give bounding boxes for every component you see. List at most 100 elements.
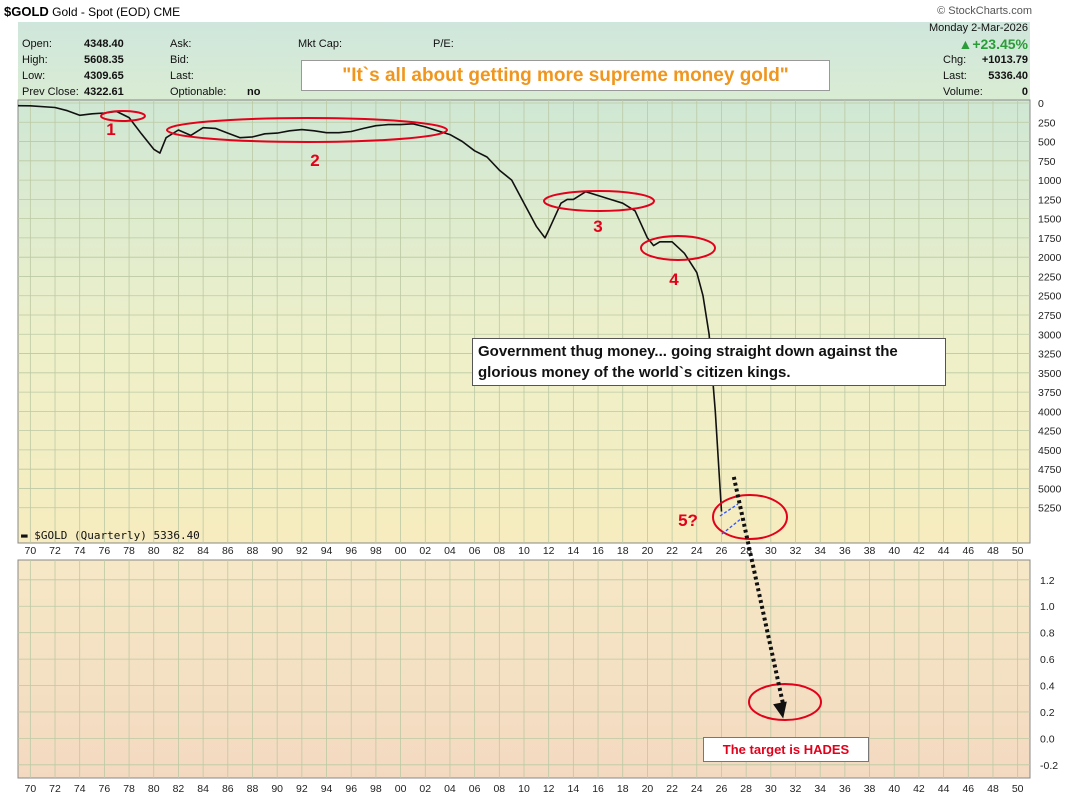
x-tick-label: 34 [814,545,826,557]
chg-label: Chg: [943,54,967,66]
x-tick-label: 78 [123,783,135,795]
x-tick-label: 28 [740,783,752,795]
high-label: High: [22,54,48,66]
x-tick-label: 36 [839,783,851,795]
quote-banner: "It`s all about getting more supreme mon… [301,60,830,91]
y-tick-label: 750 [1038,156,1056,168]
x-tick-label: 18 [617,545,629,557]
x-tick-label: 98 [370,783,382,795]
bid-label: Bid: [170,54,189,66]
x-tick-label: 82 [173,783,185,795]
last-label: Last: [943,70,967,82]
x-tick-label: 84 [197,783,209,795]
y-tick-label: 0.8 [1040,628,1055,640]
exchange-label: CME [153,5,181,19]
x-tick-label: 22 [666,545,678,557]
y-tick-label: 0.6 [1040,654,1055,666]
x-tick-label: 38 [864,783,876,795]
y-tick-label: 2500 [1038,291,1062,303]
x-tick-label: 72 [49,545,61,557]
x-tick-label: 86 [222,545,234,557]
x-tick-label: 84 [197,545,209,557]
x-tick-label: 00 [395,545,407,557]
y-tick-label: 0.4 [1040,681,1055,693]
x-tick-label: 12 [543,783,555,795]
x-tick-label: 18 [617,783,629,795]
open-label: Open: [22,38,52,50]
x-tick-label: 94 [321,545,333,557]
red-ellipse-highlight [166,117,448,143]
y-tick-label: 2750 [1038,310,1062,322]
y-tick-label: 4000 [1038,406,1062,418]
low-label: Low: [22,70,46,82]
projection-arrowhead [773,701,787,719]
red-ellipse-highlight [748,683,822,721]
x-tick-label: 24 [691,545,703,557]
last-value: 5336.40 [988,70,1028,82]
x-tick-label: 46 [962,545,974,557]
low-value: 4309.65 [84,70,124,82]
x-tick-label: 48 [987,545,999,557]
x-tick-label: 50 [1012,545,1024,557]
source-label: © StockCharts.com [937,5,1032,17]
x-tick-label: 80 [148,783,160,795]
prev-close-label: Prev Close: [22,86,79,98]
chart-title: $GOLD Gold - Spot (EOD) CME [4,4,180,19]
x-tick-label: 16 [592,783,604,795]
y-tick-label: 0 [1038,98,1044,110]
x-tick-label: 20 [642,545,654,557]
target-label: The target is HADES [703,737,869,762]
x-tick-label: 74 [74,545,86,557]
date-label: Monday 2-Mar-2026 [928,22,1028,34]
x-tick-label: 04 [444,545,456,557]
prev-close-value: 4322.61 [84,86,124,98]
y-tick-label: 4500 [1038,445,1062,457]
y-tick-label: 500 [1038,137,1056,149]
y-tick-label: 1250 [1038,194,1062,206]
y-tick-label: -0.2 [1040,760,1058,772]
x-tick-label: 40 [888,783,900,795]
annotation-number-label: 1 [106,120,115,139]
x-tick-label: 36 [839,545,851,557]
y-tick-label: 3500 [1038,368,1062,380]
y-tick-label: 4250 [1038,426,1062,438]
y-tick-label: 2000 [1038,252,1062,264]
x-tick-label: 02 [419,783,431,795]
x-tick-label: 24 [691,783,703,795]
x-tick-label: 20 [642,783,654,795]
x-tick-label: 22 [666,783,678,795]
x-tick-label: 14 [568,545,580,557]
y-tick-label: 250 [1038,117,1056,129]
optionable-value: no [247,86,261,98]
x-tick-label: 70 [24,783,36,795]
projection-arrow-shaft [731,476,786,705]
x-tick-label: 72 [49,783,61,795]
y-tick-label: 0.2 [1040,707,1055,719]
open-value: 4348.40 [84,38,124,50]
x-tick-label: 98 [370,545,382,557]
y-tick-label: 3000 [1038,329,1062,341]
ask-label: Ask: [170,38,192,50]
x-tick-label: 02 [419,545,431,557]
x-tick-label: 26 [716,783,728,795]
dashed-blue-line [721,517,743,535]
x-tick-label: 06 [469,545,481,557]
instrument-name: Gold - Spot (EOD) [52,5,151,19]
volume-value: 0 [1021,86,1028,98]
x-tick-label: 48 [987,783,999,795]
red-ellipse-highlight [543,190,655,212]
x-tick-label: 74 [74,783,86,795]
x-tick-label: 94 [321,783,333,795]
x-tick-label: 30 [765,783,777,795]
mktcap-label: Mkt Cap: [298,38,343,50]
optionable-label: Optionable: [170,86,227,98]
y-tick-label: 5250 [1038,503,1062,515]
volume-label: Volume: [943,86,983,98]
x-tick-label: 46 [962,783,974,795]
high-value: 5608.35 [84,54,124,66]
x-tick-label: 42 [913,545,925,557]
x-tick-label: 06 [469,783,481,795]
x-tick-label: 32 [790,783,802,795]
x-tick-label: 32 [790,545,802,557]
